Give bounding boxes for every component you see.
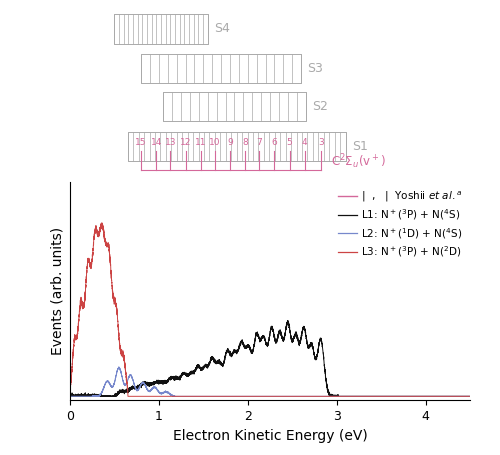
Text: 13: 13 [164,138,176,147]
Text: 7: 7 [256,138,262,147]
Bar [141,54,301,83]
Bar [114,14,208,44]
Text: 3: 3 [318,138,324,147]
Text: 5: 5 [286,138,292,147]
X-axis label: Electron Kinetic Energy (eV): Electron Kinetic Energy (eV) [172,429,368,443]
Text: S4: S4 [214,22,230,35]
Text: S3: S3 [308,62,323,75]
Text: S1: S1 [352,140,368,153]
Text: 10: 10 [209,138,220,147]
Text: 15: 15 [136,138,147,147]
Bar [128,132,346,161]
Y-axis label: Events (arb. units): Events (arb. units) [50,227,64,355]
Text: 14: 14 [150,138,162,147]
Text: 6: 6 [272,138,278,147]
Legend: $|$  ,   $|$  Yoshii $\it{et\ al.}^a$, L1: N$^+$($^3$P) + N($^4$S), L2: N$^+$($^: $|$ , $|$ Yoshii $\it{et\ al.}^a$, L1: N… [334,185,467,263]
Text: 12: 12 [180,138,191,147]
Text: 9: 9 [227,138,233,147]
Text: S2: S2 [312,100,328,113]
Text: C$^2\Sigma_u$(v$^+$): C$^2\Sigma_u$(v$^+$) [332,152,386,171]
Text: 11: 11 [195,138,206,147]
Text: 8: 8 [242,138,248,147]
Bar [164,92,306,121]
Text: 4: 4 [302,138,308,147]
